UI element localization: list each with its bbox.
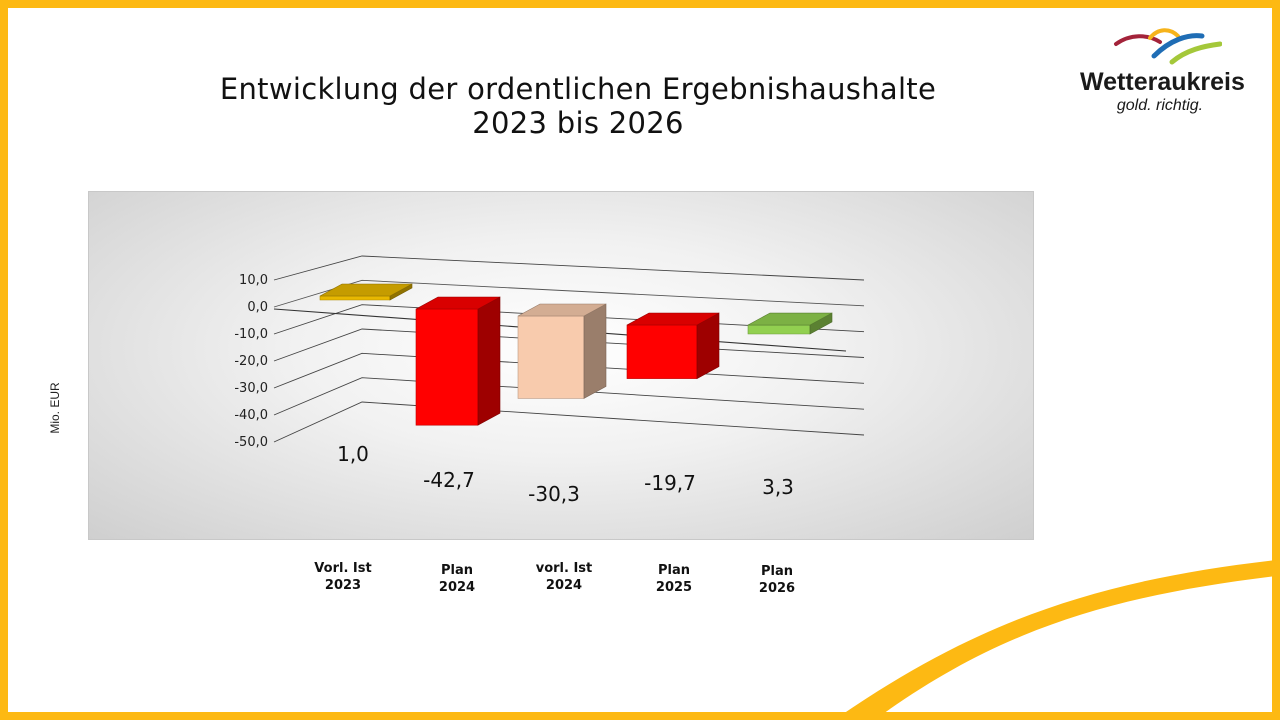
value-label: 1,0 [337, 442, 369, 466]
logo-swoosh-icon [1114, 28, 1222, 65]
bar-2 [415, 296, 501, 426]
gridline [273, 255, 865, 281]
y-tick-label: 0,0 [247, 300, 268, 315]
value-label: -42,7 [423, 468, 475, 492]
logo-tagline: gold. richtig. [1116, 97, 1204, 114]
value-label: 3,3 [762, 475, 794, 499]
gridline [273, 279, 865, 308]
gridline [273, 377, 865, 416]
bar-4 [626, 312, 720, 380]
x-tick-label: Plan 2025 [655, 563, 693, 595]
logo: Wetteraukreis gold. richtig. [1080, 26, 1245, 122]
title-line-2: 2023 bis 2026 [472, 106, 684, 140]
gridline [273, 401, 865, 443]
y-tick-label: -50,0 [234, 435, 268, 450]
page-title: Entwicklung der ordentlichen Ergebnishau… [140, 72, 1016, 140]
x-tick-label: vorl. Ist 2024 [535, 561, 593, 593]
y-tick-label: -10,0 [234, 327, 268, 342]
logo-name: Wetteraukreis [1080, 68, 1245, 96]
y-tick-label: -30,0 [234, 381, 268, 396]
y-tick-label: 10,0 [239, 273, 268, 288]
bar-5 [747, 312, 833, 335]
x-tick-label: Vorl. Ist 2023 [314, 561, 372, 593]
value-label: -30,3 [528, 482, 580, 506]
x-tick-label: Plan 2024 [438, 563, 476, 595]
bar-1 [319, 283, 413, 301]
title-line-1: Entwicklung der ordentlichen Ergebnishau… [219, 72, 937, 106]
y-tick-label: -40,0 [234, 408, 268, 423]
y-axis-label: Mio. EUR [48, 382, 62, 434]
x-tick-label: Plan 2026 [758, 564, 796, 596]
bar-3 [517, 303, 607, 399]
y-tick-label: -20,0 [234, 354, 268, 369]
value-label: -19,7 [644, 471, 696, 495]
